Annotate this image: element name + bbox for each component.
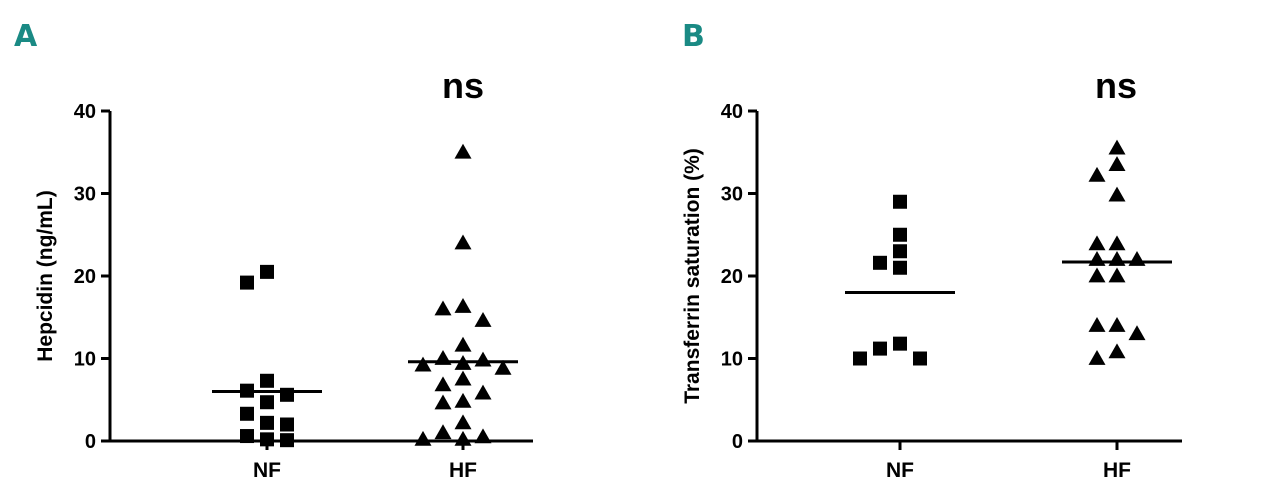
data-point-triangle (1088, 251, 1106, 266)
data-point-square (240, 275, 254, 290)
data-point-triangle (1088, 166, 1106, 182)
data-point-triangle (1088, 350, 1106, 365)
panel-letter: A (14, 19, 38, 54)
y-tick-label: 20 (74, 266, 96, 288)
data-point-triangle (1108, 251, 1126, 266)
data-point-square (913, 351, 927, 366)
y-tick-label: 0 (732, 431, 743, 453)
y-tick-label: 40 (721, 101, 743, 123)
data-point-triangle (474, 428, 492, 444)
data-point-square (893, 194, 907, 209)
data-point-triangle (454, 234, 472, 250)
data-point-square (853, 351, 867, 366)
data-point-triangle (454, 370, 472, 386)
data-point-triangle (434, 300, 452, 316)
data-point-square (240, 429, 254, 444)
y-tick-label: 20 (721, 266, 743, 288)
data-point-triangle (1088, 235, 1106, 251)
data-point-square (280, 387, 294, 402)
significance-label: ns (1095, 65, 1137, 106)
data-point-square (893, 336, 907, 351)
y-tick-label: 30 (74, 184, 96, 206)
data-point-triangle (1088, 267, 1106, 283)
data-point-triangle (434, 394, 452, 410)
data-point-square (280, 417, 294, 432)
data-point-triangle (454, 392, 472, 408)
y-axis-title: Hepcidin (ng/mL) (34, 190, 57, 362)
data-point-square (893, 227, 907, 242)
data-point-triangle (1108, 267, 1126, 283)
y-tick-label: 10 (74, 349, 96, 371)
y-tick-label: 40 (74, 101, 96, 123)
x-tick-label: HF (1103, 459, 1131, 482)
y-tick-label: 30 (721, 184, 743, 206)
data-point-triangle (434, 424, 452, 440)
x-tick-label: NF (253, 459, 281, 482)
data-point-triangle (1108, 317, 1126, 332)
data-point-square (260, 264, 274, 279)
data-point-square (240, 406, 254, 421)
data-point-square (893, 244, 907, 259)
data-point-square (260, 373, 274, 388)
y-tick-label: 10 (721, 349, 743, 371)
data-point-triangle (1108, 139, 1126, 155)
data-point-triangle (474, 312, 492, 327)
data-point-square (873, 255, 887, 270)
data-point-triangle (1088, 317, 1106, 332)
data-point-triangle (434, 376, 452, 392)
data-point-triangle (1108, 343, 1126, 359)
data-point-square (260, 432, 274, 447)
panel-letter: B (682, 19, 705, 54)
x-tick-label: NF (886, 459, 914, 482)
data-point-triangle (454, 430, 472, 446)
data-point-triangle (414, 430, 432, 446)
y-axis-title: Transferrin saturation (%) (681, 148, 704, 404)
data-point-triangle (1108, 156, 1126, 171)
data-point-square (260, 415, 274, 430)
data-point-triangle (474, 384, 492, 400)
data-point-triangle (1108, 186, 1126, 202)
data-point-square (893, 260, 907, 275)
data-point-triangle (1108, 235, 1126, 251)
data-point-triangle (454, 414, 472, 430)
y-tick-label: 0 (85, 431, 96, 453)
data-point-square (260, 395, 274, 410)
significance-label: ns (442, 65, 484, 106)
data-point-triangle (1128, 251, 1146, 266)
data-point-triangle (474, 351, 492, 367)
data-point-triangle (494, 359, 512, 375)
data-point-triangle (454, 298, 472, 313)
data-point-square (280, 433, 294, 448)
x-tick-label: HF (449, 459, 477, 482)
data-point-square (873, 341, 887, 356)
data-point-triangle (454, 143, 472, 159)
data-point-triangle (414, 356, 432, 372)
data-point-triangle (454, 336, 472, 352)
data-point-triangle (1128, 325, 1146, 341)
